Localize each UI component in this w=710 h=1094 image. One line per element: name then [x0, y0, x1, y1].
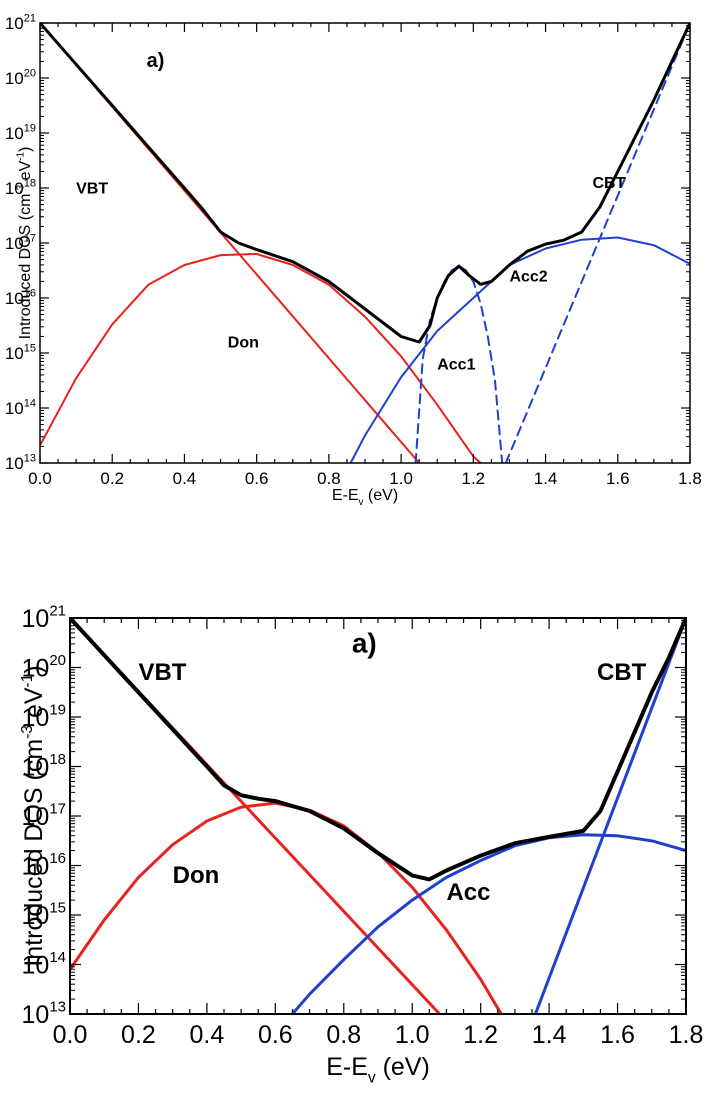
- panel-label: a): [352, 628, 377, 659]
- y-tick-label: 1018: [5, 177, 36, 198]
- x-tick-label: 1.2: [463, 1021, 498, 1049]
- x-tick-label: 0.6: [258, 1021, 293, 1049]
- y-tick-label: 1018: [22, 751, 67, 781]
- x-tick-label: 1.4: [532, 1021, 567, 1049]
- y-tick-label: 1016: [22, 850, 67, 880]
- axis-ticks: [39, 22, 691, 464]
- x-tick-label: 1.8: [669, 1021, 704, 1049]
- x-tick-label: 0.0: [28, 469, 52, 488]
- y-axis-title: Introduced DOS (cm-3 eV-1): [16, 147, 34, 340]
- annotation-cbt: CBT: [593, 175, 626, 192]
- x-tick-label: 0.2: [100, 469, 124, 488]
- y-tick-label: 1020: [5, 67, 36, 88]
- series-don-line: [70, 801, 503, 1014]
- series-total-line: [40, 23, 690, 344]
- y-axis-title: Introduced DOS (cm-3 eV-1): [19, 665, 48, 966]
- y-tick-label: 1017: [5, 232, 36, 253]
- plot-frame: [39, 22, 691, 464]
- annotation-vbt: VBT: [138, 659, 186, 686]
- x-tick-label: 0.6: [245, 469, 269, 488]
- annotation-don: Don: [173, 862, 220, 889]
- y-tick-label: 1021: [5, 12, 36, 33]
- annotation-acc2: Acc2: [509, 269, 547, 286]
- chart-panel-bottom: 0.0 0.2 0.4 0.6 0.8 1.0 1.2 1.4 1.6 1.8 1013 1014 10…: [19, 603, 703, 1087]
- x-tick-label: 0.8: [317, 469, 341, 488]
- x-axis-title: E-Ev (eV): [332, 487, 398, 508]
- series-cbt-line: [533, 618, 686, 1014]
- annotation-don: Don: [228, 335, 259, 352]
- series-don-line: [40, 253, 482, 463]
- x-tick-label: 0.2: [121, 1021, 156, 1049]
- x-tick-label: 1.6: [600, 1021, 635, 1049]
- x-axis-title: E-Ev (eV): [326, 1053, 430, 1087]
- x-tick-label: 1.4: [534, 469, 558, 488]
- x-tick-label: 0.4: [173, 469, 197, 488]
- x-tick-label: 1.0: [395, 1021, 430, 1049]
- panel-label: a): [147, 50, 165, 72]
- x-tick-label: 0.0: [53, 1021, 88, 1049]
- series-total-line: [70, 618, 686, 882]
- series-cbt-line: [504, 23, 690, 463]
- y-tick-label: 1013: [5, 452, 36, 473]
- y-tick-label: 1016: [5, 287, 36, 308]
- y-tick-label: 1020: [22, 652, 67, 682]
- x-tick-label: 0.8: [326, 1021, 361, 1049]
- y-tick-label: 1015: [22, 900, 67, 930]
- y-tick-label: 1019: [22, 702, 67, 732]
- annotation-cbt: CBT: [597, 659, 647, 686]
- x-tick-label: 1.8: [678, 469, 702, 488]
- x-tick-label: 1.2: [462, 469, 486, 488]
- chart-panel-top: 0.0 0.2 0.4 0.6 0.8 1.0 1.2 1.4 1.6 1.8 1013 1014 10…: [5, 12, 702, 508]
- y-tick-label: 1014: [5, 397, 36, 418]
- x-tick-label: 1.6: [606, 469, 630, 488]
- x-tick-label: 0.4: [190, 1021, 225, 1049]
- plot-area: [40, 23, 690, 463]
- axis-ticks: [69, 617, 687, 1015]
- y-tick-label: 1019: [5, 122, 36, 143]
- y-tick-label: 1017: [22, 801, 67, 831]
- series-acc-line: [290, 833, 686, 1014]
- x-tick-label: 1.0: [389, 469, 413, 488]
- annotation-acc: Acc: [446, 879, 490, 906]
- annotation-vbt: VBT: [76, 181, 108, 198]
- plot-area: [70, 618, 686, 1014]
- annotation-acc1: Acc1: [437, 357, 475, 374]
- y-tick-label: 1014: [22, 949, 67, 979]
- y-tick-label: 1021: [22, 603, 67, 633]
- y-tick-label: 1013: [22, 999, 67, 1029]
- y-tick-label: 1015: [5, 342, 36, 363]
